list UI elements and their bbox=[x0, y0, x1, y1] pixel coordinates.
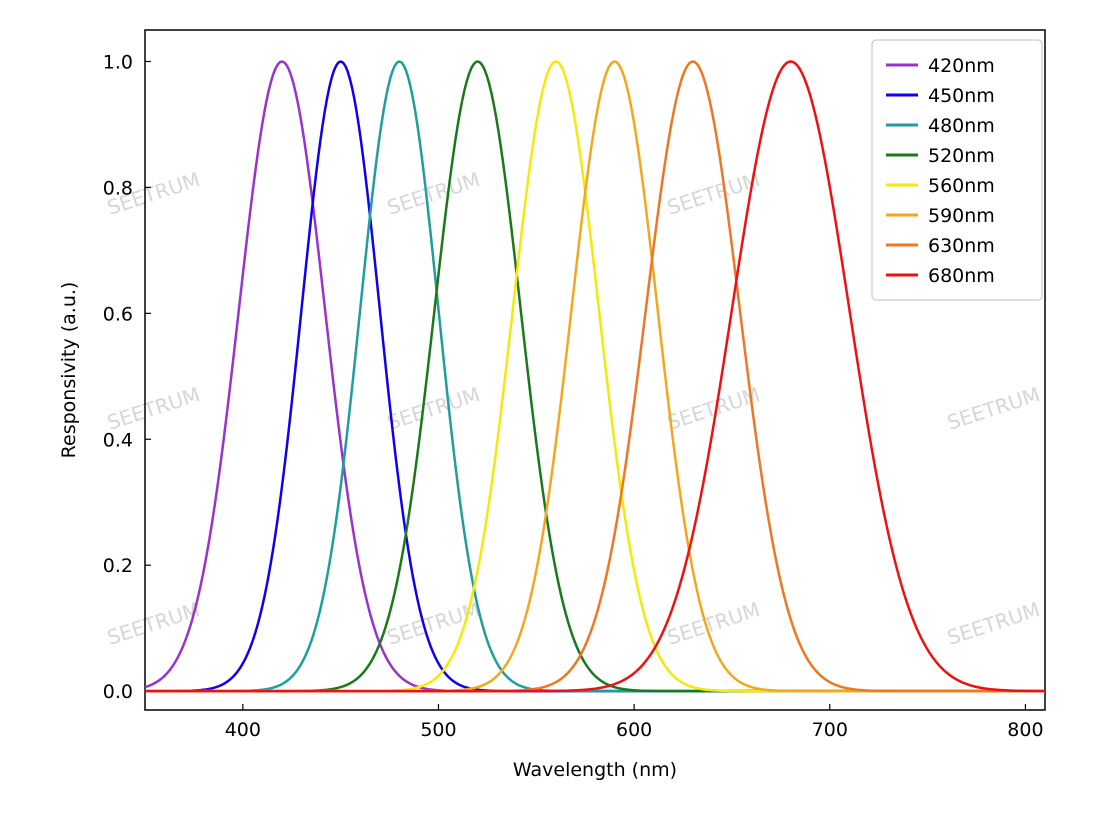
x-tick-label: 800 bbox=[1007, 719, 1043, 741]
watermark-text: SEETRUM bbox=[384, 167, 483, 219]
legend-label-420nm: 420nm bbox=[928, 55, 995, 77]
legend-label-680nm: 680nm bbox=[928, 265, 995, 287]
chart-container: SEETRUM SEETRUM SEETRUM SEETRUM SEETRUM SEETR… bbox=[0, 0, 1117, 824]
x-tick-label: 400 bbox=[225, 719, 261, 741]
watermark-text: SEETRUM bbox=[944, 382, 1043, 434]
legend-label-590nm: 590nm bbox=[928, 205, 995, 227]
responsivity-chart: SEETRUM SEETRUM SEETRUM SEETRUM SEETRUM SEETR… bbox=[0, 0, 1117, 824]
legend-label-450nm: 450nm bbox=[928, 85, 995, 107]
legend-label-480nm: 480nm bbox=[928, 115, 995, 137]
watermark-text: SEETRUM bbox=[104, 597, 203, 649]
y-tick-label: 0.2 bbox=[103, 555, 133, 577]
y-tick-label: 0.8 bbox=[103, 177, 133, 199]
x-tick-label: 600 bbox=[616, 719, 652, 741]
y-tick-label: 0.6 bbox=[103, 303, 133, 325]
legend-label-560nm: 560nm bbox=[928, 175, 995, 197]
watermark-text: SEETRUM bbox=[384, 597, 483, 649]
x-axis-label: Wavelength (nm) bbox=[513, 759, 677, 781]
watermark-text: SEETRUM bbox=[104, 382, 203, 434]
legend: 420nm 450nm 480nm 520nm 560nm 590nm 630nm 680nm bbox=[872, 40, 1042, 300]
y-tick-label: 0.4 bbox=[103, 429, 133, 451]
y-tick-label: 0.0 bbox=[103, 681, 133, 703]
y-tick-label: 1.0 bbox=[103, 51, 133, 73]
watermark-text: SEETRUM bbox=[944, 597, 1043, 649]
x-tick-label: 500 bbox=[420, 719, 456, 741]
watermark-text: SEETRUM bbox=[384, 382, 483, 434]
x-tick-label: 700 bbox=[812, 719, 848, 741]
watermark-text: SEETRUM bbox=[664, 597, 763, 649]
legend-label-520nm: 520nm bbox=[928, 145, 995, 167]
y-ticks: 0.0 0.2 0.4 0.6 0.8 1.0 bbox=[103, 51, 151, 703]
y-axis-label: Responsivity (a.u.) bbox=[58, 282, 80, 459]
legend-label-630nm: 630nm bbox=[928, 235, 995, 257]
